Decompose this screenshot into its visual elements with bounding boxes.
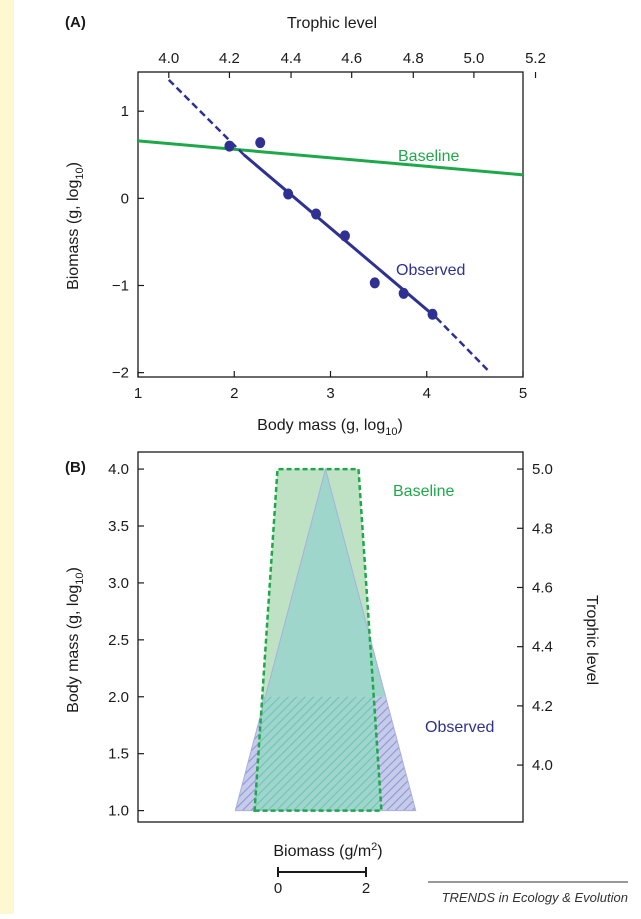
panel-b-right-tick-label: 4.4 [532, 639, 553, 656]
panel-a-top-tick-label: 4.8 [403, 50, 424, 67]
panel-a-baseline-series [137, 139, 524, 177]
panel-a-x-tick-label: 5 [519, 385, 527, 402]
panel-b-chart: (B) Baseline Observed 1.0 1.5 2.0 2.5 3.0 3.5… [65, 451, 600, 897]
panel-a-x-tick-label: 3 [326, 385, 334, 402]
panel-a-observed-point [339, 230, 350, 242]
panel-a-top-tick-label: 4.0 [158, 50, 179, 67]
panel-b-overlap-lower-hatch [254, 696, 382, 811]
panel-b-baseline-label: Baseline [393, 483, 454, 500]
panel-b-y-tick-label: 4.0 [108, 461, 129, 478]
panel-b-right-tick-label: 4.0 [532, 757, 553, 774]
panel-b-right-tick-label: 4.6 [532, 579, 553, 596]
panel-a-top-tick-label: 4.4 [281, 50, 302, 67]
panel-a-x-tick-label: 4 [423, 385, 431, 402]
panel-b-overlap-upper-fill [265, 469, 386, 697]
panel-b-baseline-outline [253, 467, 383, 812]
panel-a-observed-point [283, 188, 294, 200]
panel-a-plot-frame [137, 71, 524, 378]
panel-a-observed-point [427, 308, 438, 320]
panel-b-y-tick-label: 2.5 [108, 632, 129, 649]
panel-a-y-tick-label: 0 [121, 190, 129, 207]
panel-a-x-tick-label: 2 [230, 385, 238, 402]
panel-a-observed-point [311, 208, 322, 220]
panel-a-top-tick-label: 5.2 [525, 50, 546, 67]
panel-b-y-tick-label: 1.0 [108, 803, 129, 820]
panel-b-right-tick-label: 4.8 [532, 520, 553, 537]
panel-a-top-tick-label: 5.0 [463, 50, 484, 67]
panel-b-right-tick-label: 5.0 [532, 461, 553, 478]
panel-a-observed-point [224, 140, 235, 152]
panel-a-baseline-line [137, 139, 524, 177]
panel-a-x-tick-label: 1 [134, 385, 142, 402]
panel-b-pyramids [234, 467, 417, 812]
panel-a-y-tick-label: 1 [121, 103, 129, 120]
panel-b-y-ticks: 1.0 1.5 2.0 2.5 3.0 3.5 4.0 [108, 461, 144, 820]
panel-b-right-tick-label: 4.2 [532, 698, 553, 715]
panel-b-y-tick-label: 3.0 [108, 575, 129, 592]
panel-b-y-tick-label: 3.5 [108, 518, 129, 535]
panel-b-observed-label: Observed [425, 719, 494, 736]
panel-a-baseline-label: Baseline [398, 148, 459, 165]
panel-a-y-ticks: 1 0 −1 −2 [112, 103, 144, 382]
panel-a-top-tick-label: 4.2 [219, 50, 240, 67]
panel-b-scale-bar-label: 2 [362, 880, 370, 897]
journal-credit: TRENDS in Ecology & Evolution [442, 890, 628, 905]
panel-a-y-tick-label: −1 [112, 278, 129, 295]
panel-a-top-axis-title: Trophic level [287, 15, 377, 32]
panel-a-y-axis-title: Biomass (g, log10) [65, 162, 86, 290]
panel-b-right-axis-title: Trophic level [583, 595, 600, 685]
panel-b-y-tick-label: 2.0 [108, 689, 129, 706]
side-color-bar [0, 0, 14, 914]
panel-a-top-tick-label: 4.6 [341, 50, 362, 67]
panel-b-label: (B) [65, 459, 86, 476]
panel-a-observed-point [369, 277, 380, 289]
panel-a-top-ticks: 4.0 4.2 4.4 4.6 4.8 5.0 5.2 [158, 50, 546, 78]
panel-b-y-tick-label: 1.5 [108, 746, 129, 763]
panel-a-observed-point [398, 287, 409, 299]
panel-a-observed-label: Observed [396, 262, 465, 279]
panel-a-x-ticks: 1 2 3 4 5 [134, 371, 527, 402]
panel-b-plot-frame [137, 451, 524, 823]
panel-a-observed-fit-dashed-lower [435, 316, 492, 374]
panel-a-x-axis-title: Body mass (g, log10) [257, 417, 403, 438]
panel-a-observed-fit-line [167, 78, 492, 374]
panel-b-right-ticks: 5.0 4.8 4.6 4.4 4.2 4.0 [517, 461, 553, 774]
panel-b-scale-bar-label: 0 [274, 880, 282, 897]
panel-a-observed-points [224, 137, 438, 320]
panel-b-x-axis-title: Biomass (g/m2) [273, 841, 382, 860]
panel-a-label: (A) [65, 14, 86, 31]
panel-a-chart: (A) Trophic level 4.0 4.2 4.4 4.6 4.8 5.0 5.2 … [65, 14, 546, 438]
panel-a-y-tick-label: −2 [112, 365, 129, 382]
panel-b-y-axis-title: Body mass (g, log10) [65, 567, 86, 713]
panel-a-observed-point [255, 137, 266, 149]
